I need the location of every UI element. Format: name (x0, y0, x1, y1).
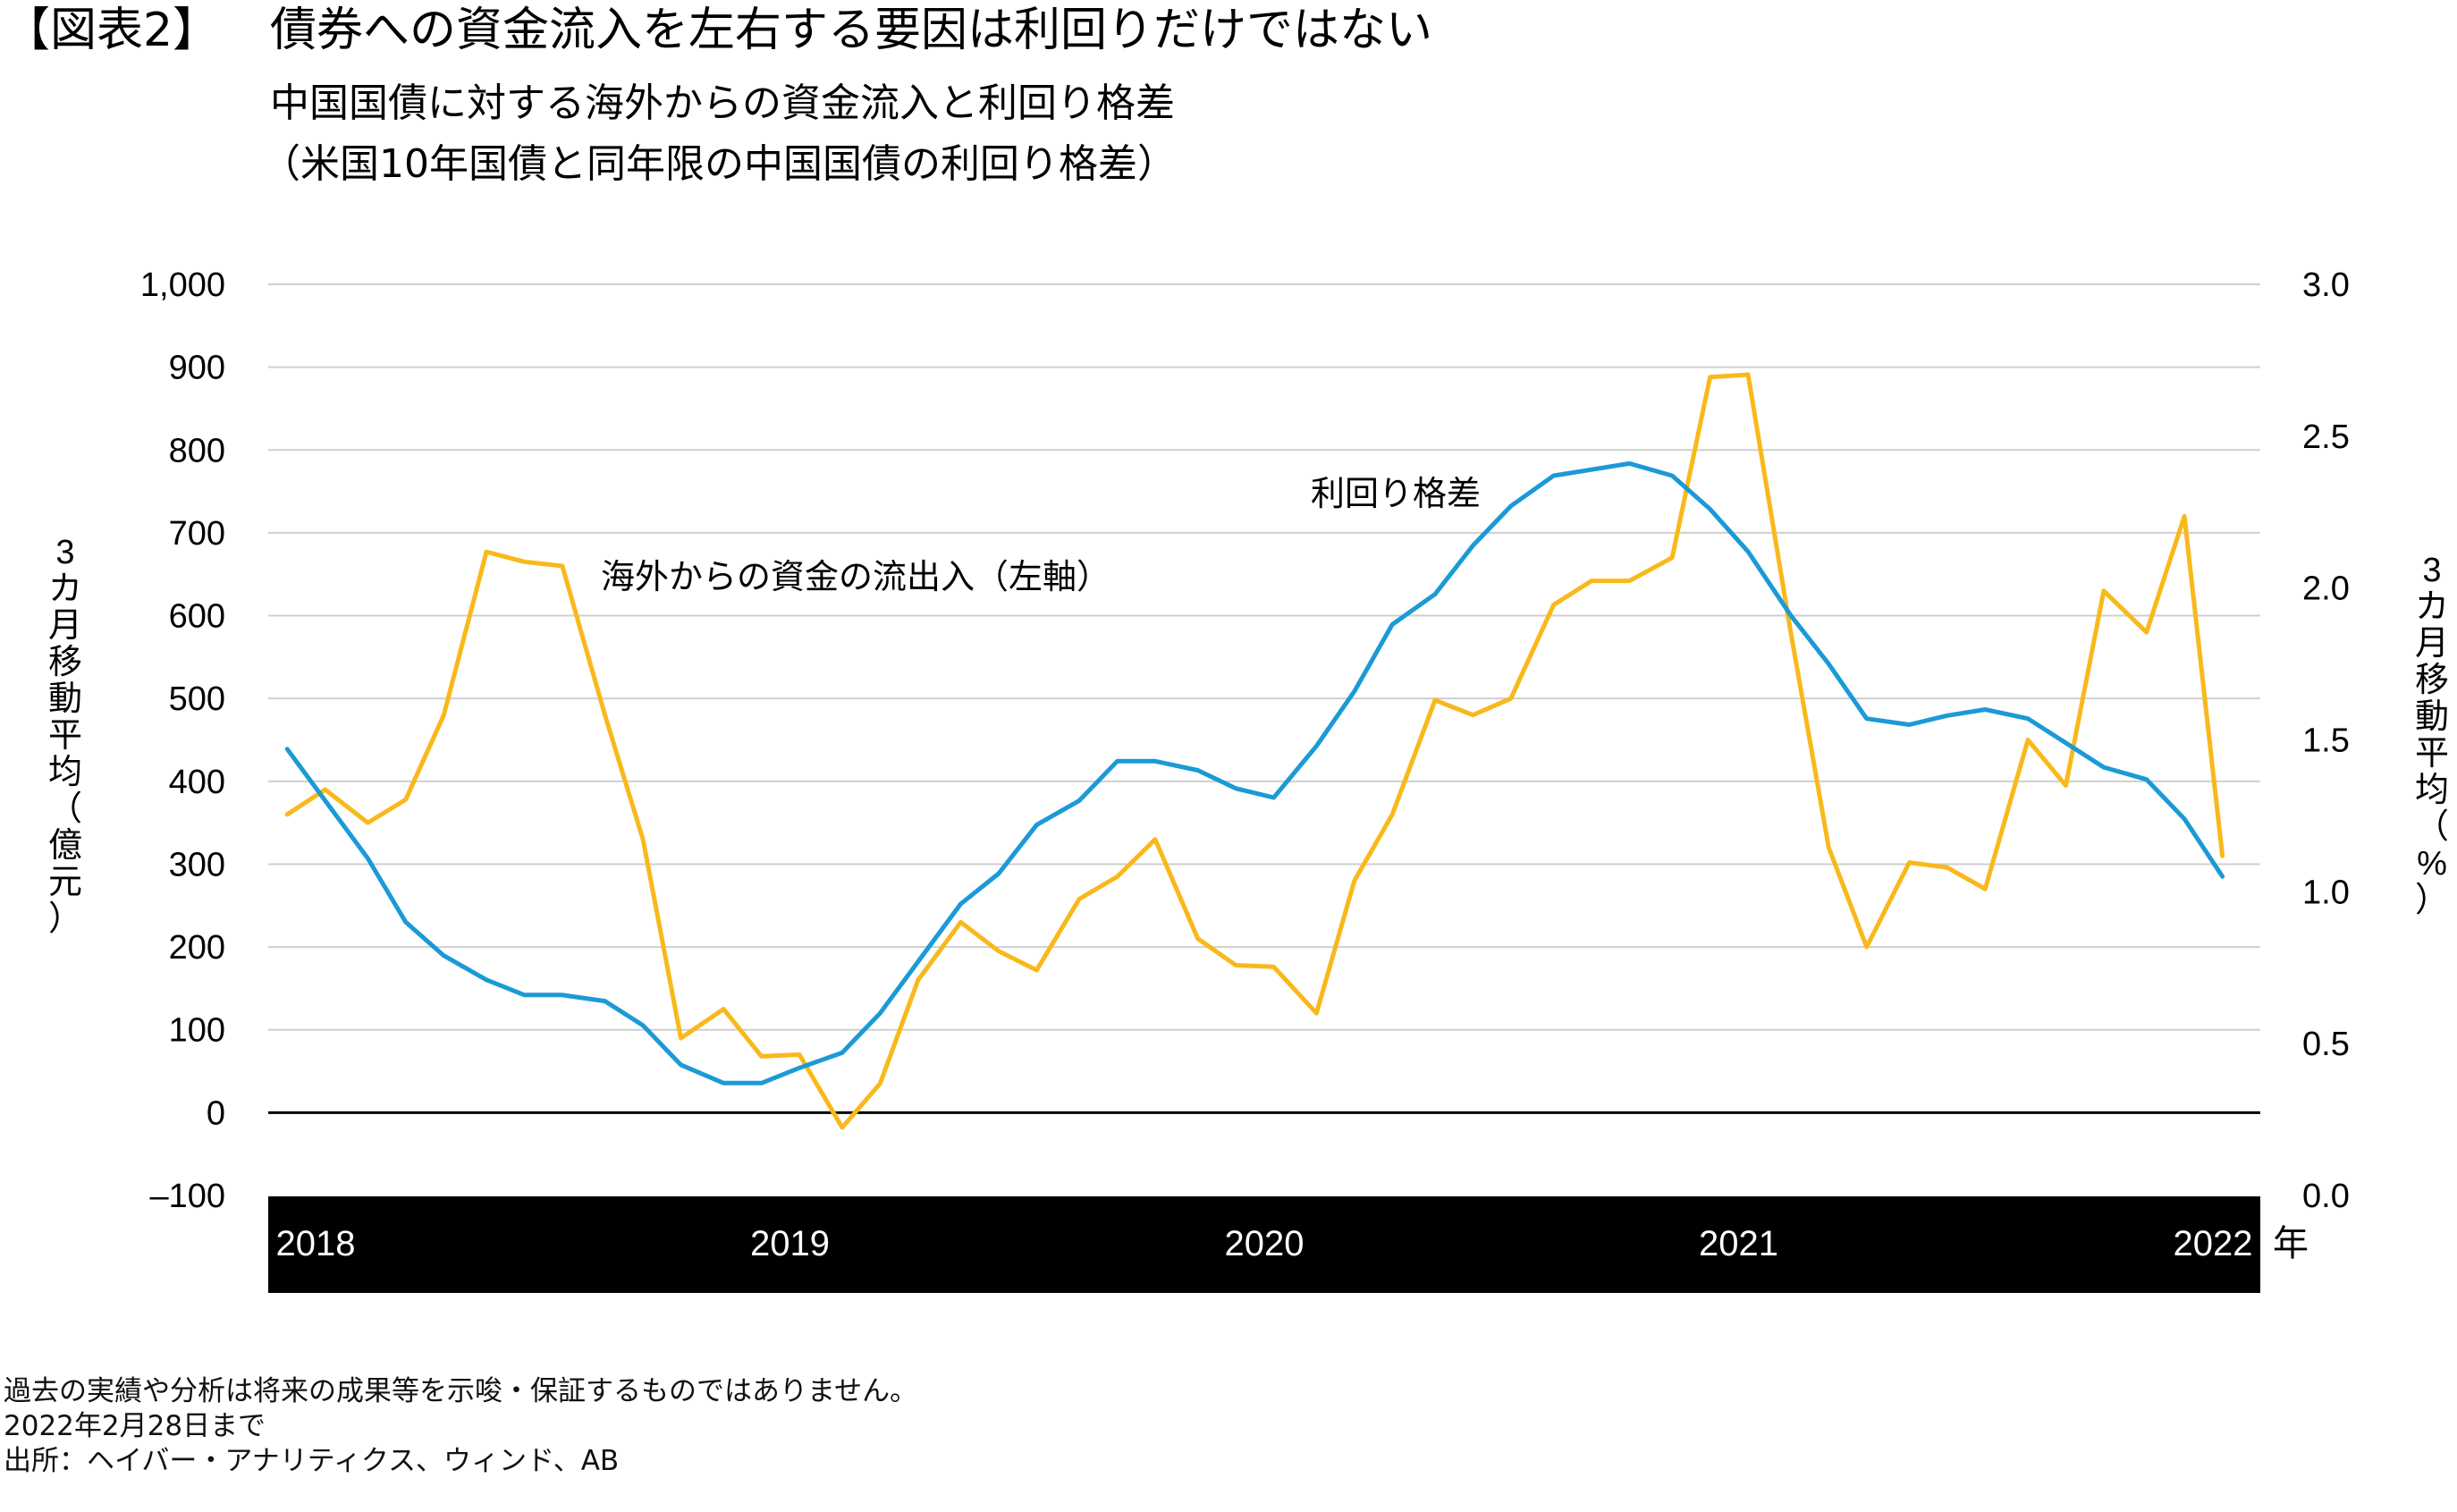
left-tick-label: 900 (169, 350, 225, 387)
x-tick-label: 2020 (1225, 1224, 1304, 1263)
right-tick-label: 1.0 (2302, 874, 2350, 911)
right-axis-title-text: 3 カ月移動平均（%） (2415, 552, 2449, 919)
right-tick-label: 3.0 (2302, 266, 2350, 304)
right-axis-title: 3 カ月移動平均（%） (2415, 552, 2449, 919)
right-tick-label: 2.0 (2302, 570, 2350, 608)
right-tick-label: 1.5 (2302, 722, 2350, 760)
chart-title: 債券への資金流入を左右する要因は利回りだけではない (270, 4, 1433, 57)
chart-subtitle-note: （米国10年国債と同年限の中国国債の利回り格差） (261, 141, 1177, 187)
left-tick-label: 600 (169, 598, 225, 636)
left-tick-label: 700 (169, 515, 225, 553)
left-tick-label: 200 (169, 929, 225, 967)
figure-label: 【図表2】 (4, 4, 220, 57)
right-tick-label: 0.5 (2302, 1026, 2350, 1063)
annotation-flows: 海外からの資金の流出入（左軸） (601, 559, 1110, 596)
series-layer (284, 372, 2225, 1130)
right-axis-tick-labels: 3.0 2.5 2.0 1.5 1.0 0.5 0.0 (2302, 266, 2350, 1215)
x-axis-band: 2018 2019 2020 2021 2022 年 (268, 1196, 2309, 1293)
x-axis-band-bg (268, 1196, 2260, 1293)
left-tick-label: 0 (207, 1094, 225, 1132)
title-block: 【図表2】 債券への資金流入を左右する要因は利回りだけではない 中国国債に対する… (0, 0, 2457, 206)
x-tick-label: 2018 (276, 1224, 356, 1263)
left-tick-label: 1,000 (140, 266, 225, 304)
x-axis-unit: 年 (2273, 1224, 2309, 1263)
left-tick-label: 100 (169, 1012, 225, 1050)
left-tick-label: 500 (169, 680, 225, 718)
left-axis-tick-labels: 1,000 900 800 700 600 500 400 300 200 100 0 –100 (140, 266, 225, 1215)
series-line-flows (284, 372, 2225, 1130)
left-tick-label: 400 (169, 764, 225, 801)
left-tick-label: 300 (169, 846, 225, 883)
series-line-yield-spread (284, 460, 2225, 1085)
footer-date-note: 2022年2月28日まで (4, 1410, 266, 1442)
right-tick-label: 2.5 (2302, 418, 2350, 456)
annotation-layer: 海外からの資金の流出入（左軸） 利回り格差 (601, 476, 1481, 596)
left-tick-label: 800 (169, 432, 225, 469)
x-tick-label: 2021 (1699, 1224, 1778, 1263)
right-tick-label: 0.0 (2302, 1178, 2350, 1215)
footer-disclaimer: 過去の実績や分析は将来の成果等を示唆・保証するものではありません。 (4, 1375, 918, 1407)
footer-source: 出所：ヘイバー・アナリティクス、ウィンド、AB (4, 1445, 620, 1477)
chart-subtitle: 中国国債に対する海外からの資金流入と利回り格差 (270, 80, 1175, 126)
left-tick-label: –100 (149, 1178, 225, 1215)
dual-axis-line-chart: 1,000 900 800 700 600 500 400 300 200 100 0 –100 3.… (48, 266, 2449, 1293)
annotation-yield-spread: 利回り格差 (1311, 476, 1481, 513)
x-tick-label: 2022 (2173, 1224, 2252, 1263)
gridlines (268, 283, 2260, 1114)
left-axis-title: 3 カ月移動平均（億元） (48, 534, 82, 938)
left-axis-title-text: 3 カ月移動平均（億元） (48, 534, 82, 938)
x-tick-label: 2019 (750, 1224, 830, 1263)
